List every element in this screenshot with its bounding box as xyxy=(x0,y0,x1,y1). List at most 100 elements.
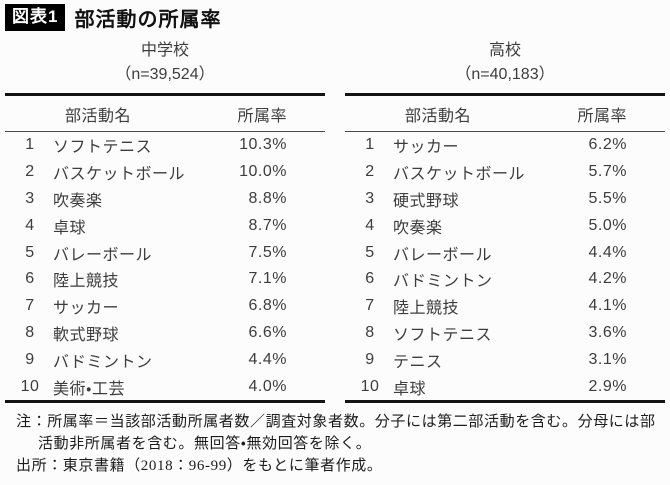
club-name-cell: バドミントン xyxy=(53,353,153,371)
middle-school-panel: 中学校 （n=39,524） 部活動名 所属率 1 ソフトテニス 10.3% 2… xyxy=(5,40,325,403)
table-row: 7 サッカー 6.8% xyxy=(5,293,325,320)
rate-cell: 8.7% xyxy=(248,216,287,234)
rank-cell: 9 xyxy=(365,350,375,368)
rank-cell: 4 xyxy=(365,216,375,234)
club-name-cell: 硬式野球 xyxy=(393,192,460,210)
table-row: 3 吹奏楽 8.8% xyxy=(5,186,325,213)
rank-cell: 6 xyxy=(25,270,35,288)
table-row: 4 吹奏楽 5.0% xyxy=(345,212,665,239)
rate-cell: 5.0% xyxy=(588,216,627,234)
table-row: 9 バドミントン 4.4% xyxy=(5,346,325,373)
note-line-2: 活動非所属者を含む。無回答・無効回答を除く。 xyxy=(38,436,372,452)
rate-header: 所属率 xyxy=(577,107,627,125)
table-row: 1 サッカー 6.2% xyxy=(345,132,665,159)
club-name-cell: バスケットボール xyxy=(393,166,526,184)
table-row: 2 バスケットボール 5.7% xyxy=(345,159,665,186)
rate-header: 所属率 xyxy=(237,107,287,125)
high-school-sample-size: （n=40,183） xyxy=(455,66,555,83)
table-row: 5 バレーボール 4.4% xyxy=(345,239,665,266)
club-name-cell: 吹奏楽 xyxy=(53,192,103,210)
table-row: 7 陸上競技 4.1% xyxy=(345,293,665,320)
club-name-cell: 陸上競技 xyxy=(393,300,460,318)
club-name-cell: ソフトテニス xyxy=(393,326,493,344)
club-name-cell: 卓球 xyxy=(393,380,427,398)
rate-cell: 4.0% xyxy=(248,377,287,395)
club-name-cell: テニス xyxy=(393,353,443,371)
club-name-header: 部活動名 xyxy=(405,107,472,125)
footnotes: 注：所属率＝当該部活動所属者数／調査対象者数。分子には第二部活動を含む。分母には… xyxy=(16,411,666,477)
rate-cell: 4.1% xyxy=(588,297,627,315)
table-row: 8 軟式野球 6.6% xyxy=(5,320,325,347)
rank-cell: 2 xyxy=(365,163,375,181)
rate-cell: 8.8% xyxy=(248,189,287,207)
club-name-cell: 美術・工芸 xyxy=(53,380,125,398)
table-header-row: 部活動名 所属率 xyxy=(5,96,325,132)
middle-school-label: 中学校 xyxy=(140,42,189,59)
table-row: 10 卓球 2.9% xyxy=(345,373,665,400)
club-name-cell: 吹奏楽 xyxy=(393,219,443,237)
rank-cell: 4 xyxy=(25,216,35,234)
table-row: 1 ソフトテニス 10.3% xyxy=(5,132,325,159)
rate-cell: 6.2% xyxy=(588,136,627,154)
rate-cell: 6.8% xyxy=(248,297,287,315)
rank-cell: 1 xyxy=(25,136,35,154)
rate-cell: 5.5% xyxy=(588,189,627,207)
rank-cell: 5 xyxy=(25,243,35,261)
club-name-cell: バレーボール xyxy=(393,246,493,264)
club-name-cell: バレーボール xyxy=(53,246,153,264)
rank-cell: 5 xyxy=(365,243,375,261)
rank-cell: 10 xyxy=(20,377,40,395)
club-name-cell: ソフトテニス xyxy=(53,139,153,157)
club-name-cell: サッカー xyxy=(393,139,460,157)
club-name-cell: サッカー xyxy=(53,300,120,318)
rank-cell: 6 xyxy=(365,270,375,288)
middle-school-sample-size: （n=39,524） xyxy=(115,66,215,83)
rank-cell: 7 xyxy=(25,297,35,315)
rate-cell: 4.4% xyxy=(588,243,627,261)
table-row: 2 バスケットボール 10.0% xyxy=(5,159,325,186)
rank-cell: 8 xyxy=(25,323,35,341)
rate-cell: 10.0% xyxy=(239,163,287,181)
rate-cell: 3.1% xyxy=(588,350,627,368)
rate-cell: 4.2% xyxy=(588,270,627,288)
club-name-cell: 卓球 xyxy=(53,219,87,237)
rate-cell: 3.6% xyxy=(588,323,627,341)
high-school-label: 高校 xyxy=(488,42,521,59)
middle-school-table-body: 1 ソフトテニス 10.3% 2 バスケットボール 10.0% 3 吹奏楽 8.… xyxy=(5,132,325,400)
table-row: 4 卓球 8.7% xyxy=(5,212,325,239)
table-row: 6 陸上競技 7.1% xyxy=(5,266,325,293)
table-row: 8 ソフトテニス 3.6% xyxy=(345,320,665,347)
rate-cell: 10.3% xyxy=(239,136,287,154)
rank-cell: 1 xyxy=(365,136,375,154)
table-row: 9 テニス 3.1% xyxy=(345,346,665,373)
figure-title-text: 部活動の所属率 xyxy=(74,9,222,31)
table-header-row: 部活動名 所属率 xyxy=(345,96,665,132)
middle-school-table: 部活動名 所属率 1 ソフトテニス 10.3% 2 バスケットボール 10.0%… xyxy=(5,93,325,403)
rate-cell: 7.5% xyxy=(248,243,287,261)
club-name-header: 部活動名 xyxy=(65,107,132,125)
table-row: 3 硬式野球 5.5% xyxy=(345,186,665,213)
rate-cell: 5.7% xyxy=(588,163,627,181)
tables-container: 中学校 （n=39,524） 部活動名 所属率 1 ソフトテニス 10.3% 2… xyxy=(5,40,665,403)
figure-number-badge: 図表1 xyxy=(5,4,66,31)
source-text: 出所：東京書籍（2018：96-99）をもとに筆者作成。 xyxy=(16,458,383,474)
rank-cell: 3 xyxy=(25,189,35,207)
rank-cell: 8 xyxy=(365,323,375,341)
figure-title: 図表1 部活動の所属率 xyxy=(5,3,221,32)
rank-cell: 3 xyxy=(365,189,375,207)
table-row: 10 美術・工芸 4.0% xyxy=(5,373,325,400)
table-row: 5 バレーボール 7.5% xyxy=(5,239,325,266)
rate-cell: 7.1% xyxy=(248,270,287,288)
club-name-cell: 陸上競技 xyxy=(53,273,120,291)
rate-cell: 2.9% xyxy=(588,377,627,395)
rate-cell: 4.4% xyxy=(248,350,287,368)
high-school-table: 部活動名 所属率 1 サッカー 6.2% 2 バスケットボール 5.7% 3 硬… xyxy=(345,93,665,403)
high-school-table-body: 1 サッカー 6.2% 2 バスケットボール 5.7% 3 硬式野球 5.5% … xyxy=(345,132,665,400)
rank-cell: 10 xyxy=(360,377,380,395)
club-name-cell: バドミントン xyxy=(393,273,493,291)
rank-cell: 2 xyxy=(25,163,35,181)
club-name-cell: 軟式野球 xyxy=(53,326,120,344)
rank-cell: 9 xyxy=(25,350,35,368)
rate-cell: 6.6% xyxy=(248,323,287,341)
